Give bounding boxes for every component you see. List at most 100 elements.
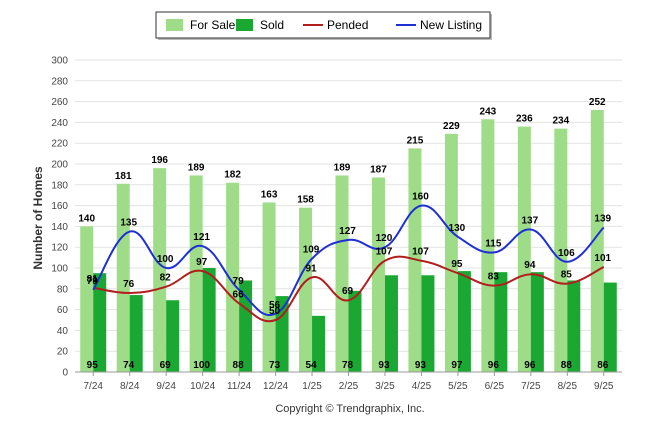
- y-tick-label: 280: [51, 76, 68, 87]
- data-labels: 1409581791817476135196698210018910097121…: [78, 97, 611, 371]
- label-for-sale: 252: [589, 97, 606, 108]
- label-for-sale: 182: [224, 170, 241, 181]
- label-pended: 50: [269, 306, 281, 317]
- label-for-sale: 243: [480, 106, 497, 117]
- y-tick-label: 20: [57, 347, 69, 358]
- x-tick-label: 2/25: [339, 381, 359, 392]
- label-sold: 95: [87, 360, 99, 371]
- legend-label-sold: Sold: [260, 18, 284, 32]
- y-tick-label: 140: [51, 222, 68, 233]
- bar-for-sale: [189, 175, 203, 372]
- label-for-sale: 229: [443, 121, 460, 132]
- label-new-listing: 100: [157, 254, 174, 265]
- label-pended: 85: [561, 270, 573, 281]
- label-sold: 93: [415, 360, 427, 371]
- x-tick-label: 1/25: [302, 381, 322, 392]
- label-pended: 82: [160, 273, 172, 284]
- legend-label-new-listing: New Listing: [420, 18, 482, 32]
- label-sold: 54: [305, 360, 317, 371]
- y-tick-label: 160: [51, 201, 68, 212]
- label-pended: 107: [376, 247, 393, 258]
- x-tick-label: 4/25: [412, 381, 432, 392]
- bar-for-sale: [481, 119, 495, 372]
- bar-for-sale: [153, 168, 167, 372]
- label-pended: 95: [451, 259, 463, 270]
- legend-label-for-sale: For Sale: [190, 18, 236, 32]
- label-sold: 69: [160, 360, 172, 371]
- label-pended: 94: [524, 260, 536, 271]
- legend-label-pended: Pended: [327, 18, 368, 32]
- label-pended: 107: [412, 247, 429, 258]
- bar-sold: [239, 280, 253, 372]
- x-tick-label: 9/25: [594, 381, 614, 392]
- bar-for-sale: [116, 183, 130, 372]
- label-for-sale: 234: [552, 116, 569, 127]
- y-tick-label: 120: [51, 243, 68, 254]
- label-new-listing: 127: [339, 226, 356, 237]
- x-tick-label: 8/24: [120, 381, 140, 392]
- y-tick-label: 60: [57, 305, 69, 316]
- label-sold: 93: [378, 360, 390, 371]
- y-tick-label: 240: [51, 118, 68, 129]
- bar-sold: [202, 268, 216, 372]
- label-new-listing: 79: [87, 276, 99, 287]
- label-sold: 88: [561, 360, 573, 371]
- legend-swatch-sold: [236, 19, 253, 31]
- bar-for-sale: [299, 207, 313, 372]
- label-pended: 83: [488, 272, 500, 283]
- label-new-listing: 137: [521, 216, 538, 227]
- axes: 0 20 40 60 80 100 120 140 160 180 200 220 240 260 280 3…: [51, 56, 622, 392]
- bar-for-sale: [371, 177, 385, 372]
- bar-for-sale: [554, 128, 568, 372]
- label-new-listing: 79: [233, 276, 245, 287]
- label-new-listing: 130: [449, 223, 466, 234]
- bar-sold: [93, 273, 107, 372]
- label-new-listing: 135: [120, 218, 137, 229]
- y-tick-label: 0: [62, 368, 68, 379]
- bar-for-sale: [444, 133, 458, 372]
- bar-sold: [530, 272, 544, 372]
- bars: [80, 109, 617, 373]
- label-new-listing: 109: [303, 245, 320, 256]
- bar-sold: [457, 271, 471, 372]
- x-tick-label: 7/25: [521, 381, 541, 392]
- x-tick-label: 11/24: [227, 381, 252, 392]
- label-pended: 81: [87, 274, 99, 285]
- y-tick-label: 80: [57, 284, 69, 295]
- label-sold: 100: [193, 360, 210, 371]
- label-new-listing: 160: [412, 192, 429, 203]
- label-for-sale: 187: [370, 165, 387, 176]
- label-new-listing: 121: [193, 232, 210, 243]
- x-tick-label: 5/25: [448, 381, 468, 392]
- bar-sold: [421, 275, 435, 372]
- bar-for-sale: [590, 109, 604, 373]
- x-tick-label: 12/24: [263, 381, 288, 392]
- label-sold: 74: [123, 360, 135, 371]
- line-pended: [93, 255, 605, 323]
- label-for-sale: 158: [297, 195, 314, 206]
- bar-sold: [603, 282, 617, 372]
- bar-sold: [494, 272, 508, 372]
- label-for-sale: 140: [78, 213, 95, 224]
- bar-sold: [275, 296, 289, 372]
- label-for-sale: 181: [115, 171, 132, 182]
- label-sold: 97: [451, 360, 463, 371]
- bar-sold: [567, 280, 581, 372]
- label-for-sale: 189: [334, 162, 351, 173]
- copyright-footer: Copyright © Trendgraphix, Inc.: [275, 403, 424, 415]
- x-tick-label: 10/24: [190, 381, 215, 392]
- label-pended: 91: [305, 263, 317, 274]
- legend-swatch-for-sale: [166, 19, 183, 31]
- y-axis-title: Number of Homes: [31, 166, 45, 270]
- y-tick-label: 40: [57, 326, 69, 337]
- label-sold: 88: [233, 360, 245, 371]
- label-pended: 69: [342, 286, 354, 297]
- lines: [92, 204, 605, 323]
- label-new-listing: 115: [485, 238, 502, 249]
- x-tick-label: 8/25: [558, 381, 578, 392]
- y-tick-label: 260: [51, 97, 68, 108]
- label-pended: 76: [123, 279, 135, 290]
- label-new-listing: 120: [376, 233, 393, 244]
- label-for-sale: 215: [407, 135, 424, 146]
- bar-sold: [129, 295, 143, 372]
